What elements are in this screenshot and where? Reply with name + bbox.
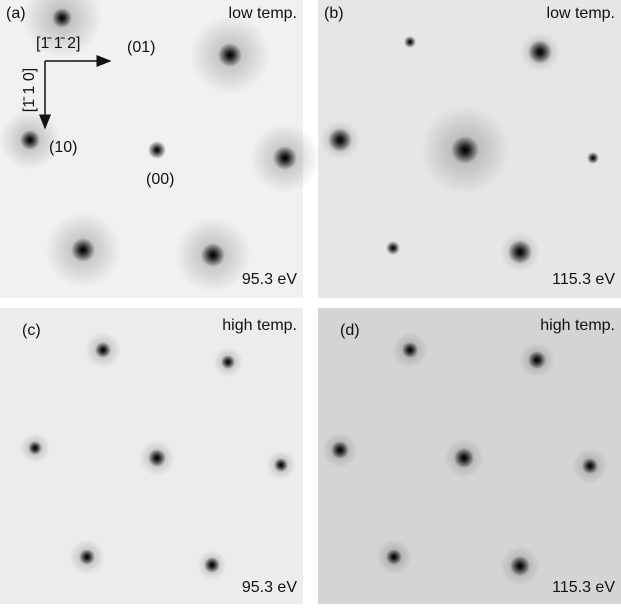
panel-condition: low temp.: [547, 5, 615, 22]
spot: [404, 36, 416, 48]
spot: [510, 556, 530, 576]
figure: (a) low temp. 95.3 eV (b) low temp. 115.…: [0, 0, 621, 604]
spot: [508, 240, 532, 264]
spot: [451, 136, 479, 164]
spot: [587, 152, 599, 164]
spot: [328, 128, 352, 152]
spot: [79, 549, 95, 565]
spot: [28, 441, 42, 455]
spot: [95, 342, 111, 358]
spot: [52, 8, 72, 28]
spot-label: (10): [49, 139, 77, 156]
spot: [273, 146, 297, 170]
spot: [221, 355, 235, 369]
panel-energy: 95.3 eV: [242, 579, 297, 596]
panel-label: (b): [324, 5, 344, 22]
panel-label: (d): [340, 322, 360, 339]
spot: [528, 351, 546, 369]
panel-label: (c): [22, 322, 41, 339]
spot: [201, 243, 225, 267]
panel-energy: 115.3 eV: [552, 271, 615, 288]
spot: [331, 441, 349, 459]
panel-condition: low temp.: [229, 5, 297, 22]
spot: [274, 458, 288, 472]
spot: [386, 549, 402, 565]
panel-energy: 95.3 eV: [242, 271, 297, 288]
spot: [204, 557, 220, 573]
spot: [454, 448, 474, 468]
spot: [71, 238, 95, 262]
panel-condition: high temp.: [222, 317, 297, 334]
spot: [402, 342, 418, 358]
spot: [148, 141, 166, 159]
spot: [528, 40, 552, 64]
spot: [20, 130, 40, 150]
panel-label: (a): [6, 5, 26, 22]
axis-label: [1̄ 1̄ 2]: [36, 35, 80, 52]
panel-energy: 115.3 eV: [552, 579, 615, 596]
spot: [582, 458, 598, 474]
spot: [218, 43, 242, 67]
panel-condition: high temp.: [540, 317, 615, 334]
page: {"panels": [ {"label": "(a)", "condition…: [0, 0, 621, 604]
spot-label: (01): [127, 39, 155, 56]
spot-label: (00): [146, 171, 174, 188]
spot: [386, 241, 400, 255]
spot: [148, 449, 166, 467]
axis-label: [1̄ 1 0]: [21, 68, 38, 112]
